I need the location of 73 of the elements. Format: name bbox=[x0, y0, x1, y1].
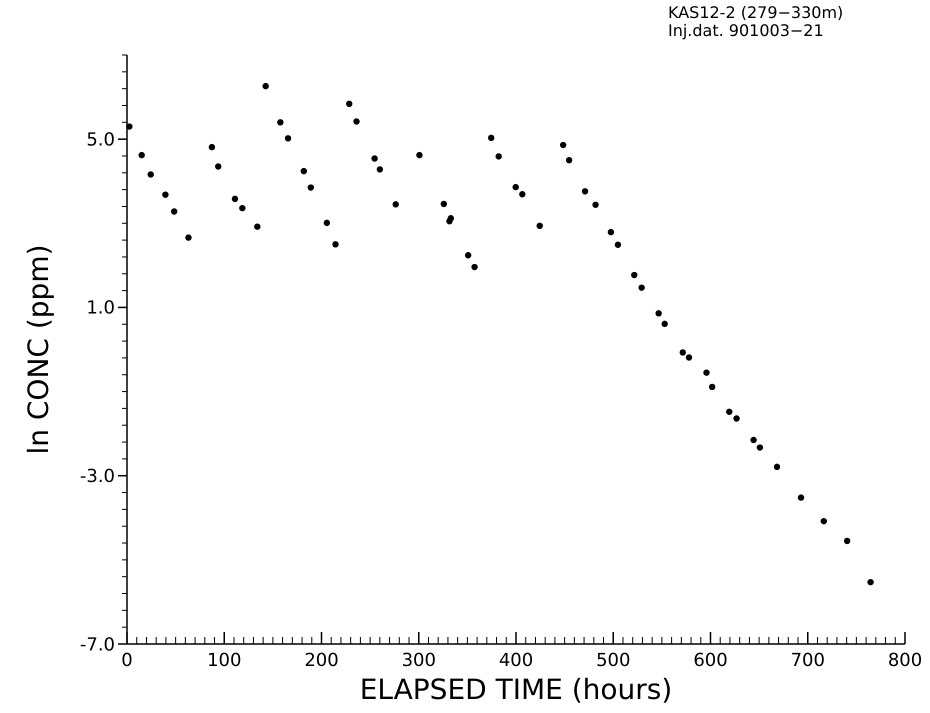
point bbox=[254, 223, 261, 230]
x-tick-label: 800 bbox=[888, 650, 922, 671]
point bbox=[608, 228, 614, 236]
point bbox=[614, 242, 622, 248]
x-tick-label: 600 bbox=[693, 650, 728, 671]
x-tick-label: 700 bbox=[790, 650, 825, 671]
point bbox=[566, 156, 572, 164]
point bbox=[277, 119, 284, 126]
point bbox=[332, 241, 339, 248]
point bbox=[536, 222, 543, 230]
x-tick-label: 500 bbox=[596, 650, 630, 671]
point bbox=[488, 134, 494, 142]
point bbox=[661, 320, 668, 328]
point bbox=[798, 494, 804, 501]
point bbox=[512, 184, 519, 190]
chart-subtitle: Inj.dat. 901003−21 bbox=[668, 21, 824, 40]
point bbox=[308, 184, 314, 191]
point bbox=[867, 578, 874, 586]
point bbox=[582, 188, 588, 195]
point bbox=[162, 191, 169, 198]
x-tick-label: 0 bbox=[121, 650, 133, 671]
point bbox=[376, 166, 384, 173]
point bbox=[185, 234, 192, 241]
y-tick-label: -3.0 bbox=[80, 466, 115, 488]
point bbox=[519, 191, 526, 198]
point bbox=[353, 118, 360, 125]
point bbox=[638, 284, 645, 291]
point bbox=[284, 135, 292, 142]
point bbox=[262, 82, 269, 90]
point bbox=[208, 144, 216, 150]
y-axis-title: ln CONC (ppm) bbox=[22, 244, 55, 455]
point bbox=[708, 384, 716, 390]
point bbox=[440, 200, 448, 208]
point bbox=[448, 215, 454, 222]
x-axis-title: ELAPSED TIME (hours) bbox=[360, 673, 672, 706]
x-tick-label: 100 bbox=[207, 650, 242, 671]
point bbox=[170, 208, 178, 215]
point bbox=[680, 349, 686, 356]
point bbox=[756, 444, 764, 451]
point bbox=[138, 152, 145, 158]
point bbox=[232, 196, 238, 202]
point bbox=[148, 171, 154, 178]
point bbox=[126, 123, 133, 130]
point bbox=[300, 168, 307, 174]
y-tick-label: 5.0 bbox=[86, 129, 115, 150]
x-tick-label: 300 bbox=[402, 650, 436, 671]
point bbox=[239, 204, 246, 212]
point bbox=[820, 518, 827, 524]
point bbox=[324, 220, 330, 226]
point bbox=[416, 152, 423, 158]
point bbox=[726, 408, 732, 415]
y-tick-label: -7.0 bbox=[80, 634, 115, 656]
point bbox=[471, 264, 478, 270]
point bbox=[464, 252, 472, 258]
x-tick-label: 200 bbox=[304, 650, 339, 671]
point bbox=[560, 142, 566, 148]
point bbox=[655, 310, 662, 317]
point bbox=[844, 538, 850, 544]
point bbox=[733, 415, 740, 422]
chart-title: KAS12-2 (279−330m) bbox=[668, 3, 844, 22]
point bbox=[346, 100, 352, 108]
point bbox=[686, 354, 692, 361]
y-tick-label: 1.0 bbox=[86, 298, 115, 319]
point bbox=[631, 272, 638, 278]
point bbox=[592, 202, 599, 208]
point bbox=[703, 369, 710, 376]
point bbox=[774, 464, 780, 470]
x-tick-label: 400 bbox=[498, 650, 534, 671]
point bbox=[750, 436, 757, 444]
point bbox=[215, 163, 222, 170]
point bbox=[371, 155, 378, 162]
point bbox=[495, 153, 502, 160]
point bbox=[392, 201, 399, 208]
